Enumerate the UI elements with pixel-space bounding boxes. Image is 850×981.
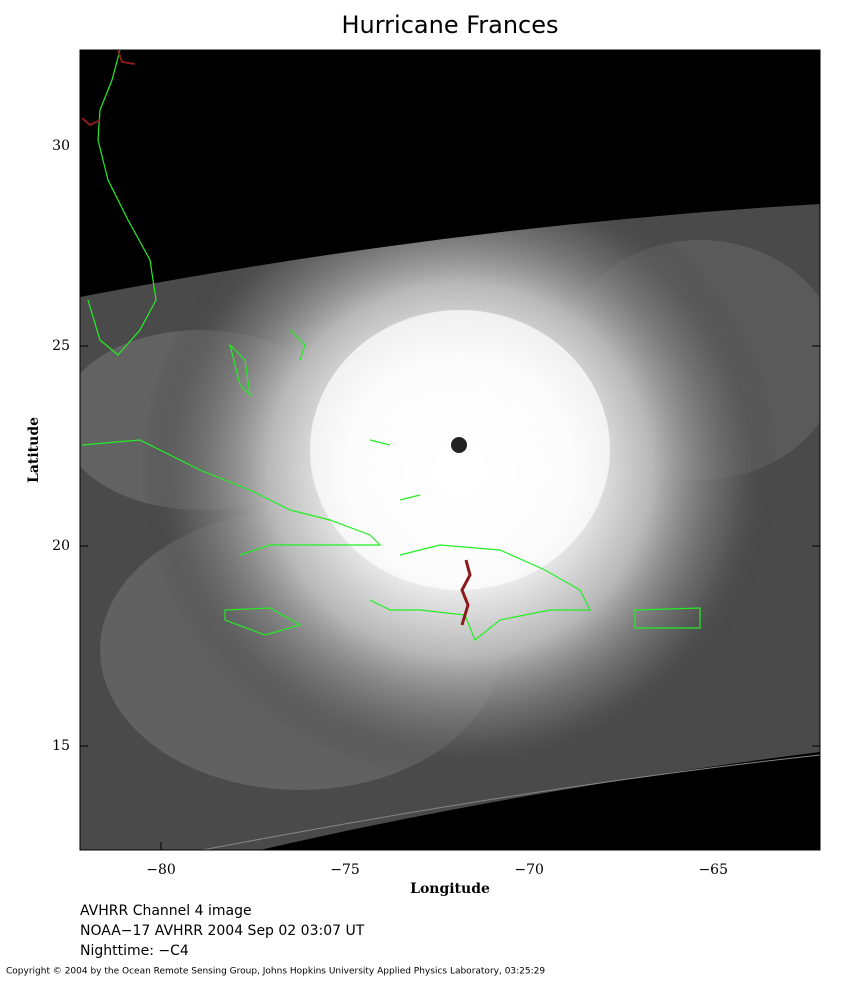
x-tick-label: −75	[330, 862, 360, 878]
note: Nighttime: −C4	[80, 943, 189, 959]
x-tick-label: −65	[698, 862, 728, 878]
x-tick-label: −80	[146, 862, 176, 878]
plot-frame	[79, 49, 821, 851]
y-tick-label: 20	[52, 538, 70, 554]
x-tick-label: −70	[514, 862, 544, 878]
y-axis-label: Latitude	[26, 417, 42, 483]
y-tick-label: 30	[52, 138, 70, 154]
copyright: Copyright © 2004 by the Ocean Remote Sen…	[6, 967, 545, 977]
satellite-image	[80, 50, 820, 850]
y-tick-label: 25	[52, 338, 70, 354]
note: AVHRR Channel 4 image	[80, 903, 252, 919]
y-tick-label: 15	[52, 738, 70, 754]
note: NOAA−17 AVHRR 2004 Sep 02 03:07 UT	[80, 923, 365, 939]
title: Hurricane Frances	[341, 11, 558, 39]
x-axis-label: Longitude	[410, 881, 490, 897]
